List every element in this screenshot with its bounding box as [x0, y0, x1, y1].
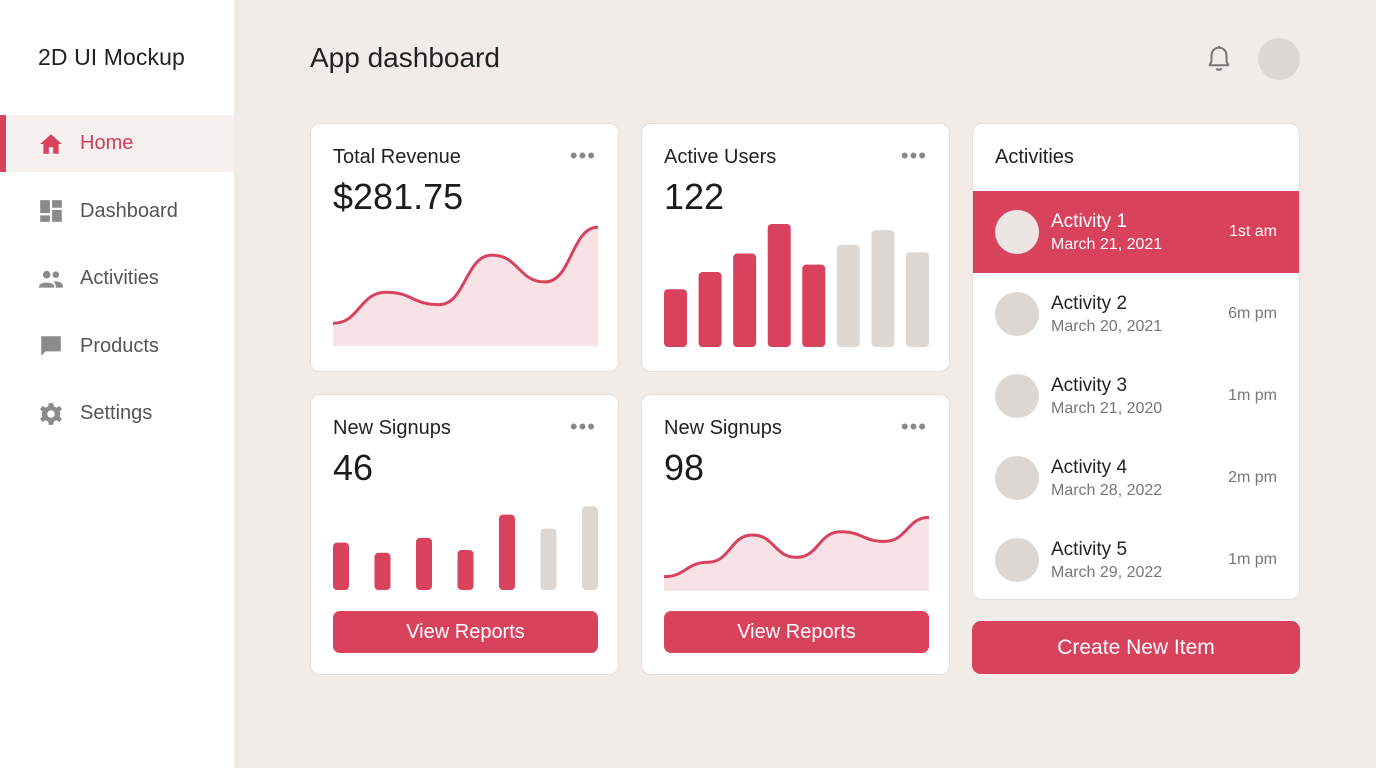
dashboard-icon	[38, 198, 64, 224]
activity-list: Activity 1 March 21, 2021 1st am Activit…	[973, 191, 1299, 599]
active-users-card: Active Users ••• 122	[641, 123, 950, 372]
activity-avatar	[995, 210, 1039, 254]
revenue-area-chart	[333, 225, 598, 346]
activity-avatar	[995, 374, 1039, 418]
activity-name: Activity 1	[1051, 210, 1128, 232]
people-icon	[38, 266, 64, 292]
card-value: 122	[664, 176, 725, 217]
activity-date: March 20, 2021	[1051, 317, 1163, 335]
activity-avatar	[995, 292, 1039, 336]
bar	[499, 514, 515, 590]
activity-name: Activity 2	[1051, 292, 1128, 314]
activity-date: March 28, 2022	[1051, 481, 1163, 499]
bar	[906, 252, 929, 347]
activity-time: 2m pm	[1228, 469, 1277, 486]
activity-date: March 29, 2022	[1051, 563, 1163, 581]
activity-name: Activity 5	[1051, 538, 1128, 560]
card-value: 46	[333, 447, 374, 488]
more-options-icon[interactable]: •••	[900, 143, 927, 168]
card-title: Active Users	[664, 146, 777, 168]
activity-time: 6m pm	[1228, 305, 1277, 322]
page-title: App dashboard	[310, 42, 500, 73]
activity-avatar	[995, 456, 1039, 500]
bar	[871, 230, 895, 347]
avatar[interactable]	[1258, 38, 1300, 80]
bar	[333, 542, 349, 590]
series-line	[333, 225, 598, 325]
view-reports-button[interactable]: View Reports	[333, 611, 598, 653]
card-title: New Signups	[333, 417, 451, 439]
brand-title: 2D UI Mockup	[38, 44, 185, 70]
card-value: 98	[664, 447, 705, 488]
sidebar-item-settings[interactable]: Settings	[0, 385, 234, 442]
activity-item[interactable]: Activity 1 March 21, 2021 1st am	[973, 191, 1299, 273]
view-reports-button[interactable]: View Reports	[664, 611, 929, 653]
activity-name: Activity 3	[1051, 374, 1128, 396]
sidebar-item-label: Products	[80, 334, 159, 357]
activity-time: 1m pm	[1228, 551, 1277, 568]
bar	[664, 289, 687, 347]
activities-panel: Activities Activity 1 March 21, 2021 1st…	[972, 123, 1300, 600]
sidebar-item-label: Activities	[80, 267, 159, 289]
sidebar-item-label: Dashboard	[80, 199, 178, 222]
create-new-item-button[interactable]: Create New Item	[972, 621, 1300, 674]
card-value: $281.75	[333, 176, 464, 217]
home-icon	[38, 131, 64, 157]
more-options-icon[interactable]: •••	[569, 414, 596, 439]
activity-time: 1m pm	[1228, 387, 1277, 404]
activity-item[interactable]: Activity 3 March 21, 2020 1m pm	[973, 355, 1299, 437]
bar	[540, 528, 557, 590]
bar	[802, 264, 826, 347]
activity-date: March 21, 2021	[1051, 235, 1163, 253]
sidebar-nav: Home Dashboard Activities Products Setti…	[0, 115, 234, 453]
new-signups-card: New Signups ••• 46 View Reports	[310, 394, 619, 675]
activities-title: Activities	[995, 146, 1074, 168]
card-title: Total Revenue	[333, 146, 461, 168]
more-options-icon[interactable]: •••	[569, 143, 596, 168]
chat-icon	[38, 333, 64, 359]
bell-icon[interactable]	[1204, 44, 1234, 74]
more-options-icon[interactable]: •••	[900, 414, 927, 439]
bar	[733, 253, 757, 347]
activity-item[interactable]: Activity 5 March 29, 2022 1m pm	[973, 519, 1299, 599]
activity-item[interactable]: Activity 4 March 28, 2022 2m pm	[973, 437, 1299, 519]
sidebar-item-products[interactable]: Products	[0, 318, 234, 375]
area-fill	[333, 227, 598, 346]
activity-avatar	[995, 538, 1039, 582]
sidebar: 2D UI Mockup Home Dashboard Activities P…	[0, 0, 234, 768]
card-title: New Signups	[664, 417, 782, 439]
new-signups-card: New Signups ••• 98 View Reports	[641, 394, 950, 675]
sidebar-item-activities[interactable]: Activities	[0, 250, 234, 307]
sidebar-item-label: Home	[80, 132, 134, 154]
sidebar-item-dashboard[interactable]: Dashboard	[0, 183, 234, 240]
activity-date: March 21, 2020	[1051, 399, 1163, 417]
bar	[457, 550, 474, 590]
bar	[374, 552, 391, 590]
activity-name: Activity 4	[1051, 456, 1128, 478]
activity-time: 1st am	[1228, 223, 1277, 240]
sidebar-item-label: Settings	[80, 402, 153, 424]
signups-bar-chart	[333, 506, 598, 590]
bar	[698, 271, 722, 347]
users-bar-chart	[664, 224, 929, 347]
bar	[582, 506, 598, 590]
bar	[416, 537, 432, 590]
signups-area-chart	[664, 515, 929, 591]
bar	[836, 244, 860, 347]
activity-item[interactable]: Activity 2 March 20, 2021 6m pm	[973, 273, 1299, 355]
sidebar-item-home[interactable]: Home	[0, 115, 234, 172]
bar	[767, 224, 791, 347]
series-line	[664, 515, 929, 579]
gear-icon	[38, 401, 64, 427]
area-fill	[664, 517, 929, 591]
revenue-card: Total Revenue ••• $281.75	[310, 123, 619, 372]
